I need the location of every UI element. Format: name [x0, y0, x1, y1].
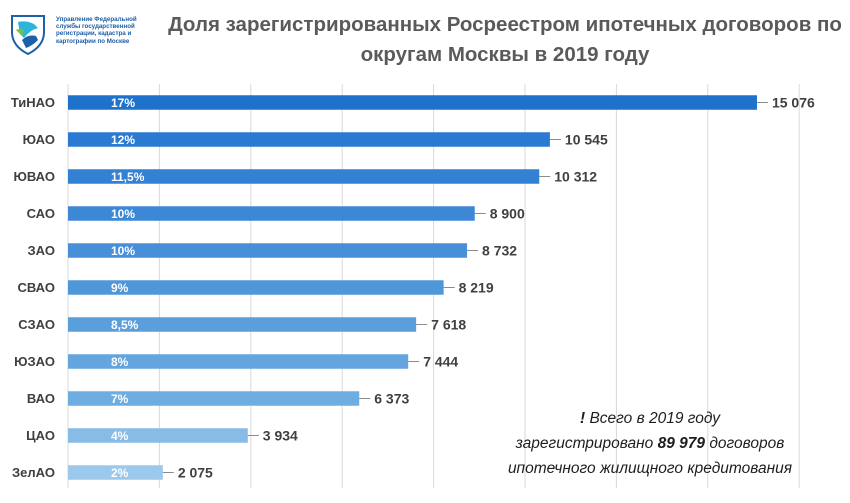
- percent-label: 9%: [111, 281, 129, 295]
- category-label: ЗАО: [28, 243, 55, 258]
- bar: [68, 243, 468, 258]
- note-total: 89 979: [657, 435, 706, 452]
- logo-text: Управление Федеральной службы государств…: [56, 16, 156, 45]
- bar: [68, 169, 540, 184]
- logo-line: регистрации, кадастра и: [56, 30, 132, 38]
- category-label: СЗАО: [18, 317, 55, 332]
- value-label: 7 444: [423, 354, 458, 370]
- category-label: СВАО: [18, 280, 55, 295]
- percent-label: 8,5%: [111, 318, 139, 332]
- chart-title-line-2: округам Москвы в 2019 году: [360, 43, 650, 66]
- value-label: 6 373: [374, 391, 409, 407]
- percent-label: 11,5%: [111, 170, 145, 184]
- note-line-1-text: Всего в 2019 году: [589, 410, 720, 427]
- value-label: 10 545: [565, 132, 608, 148]
- rosreestr-emblem-icon: [11, 15, 45, 56]
- logo-line: картографии по Москве: [56, 37, 130, 45]
- note-line-1: ! Всего в 2019 году: [470, 406, 830, 431]
- percent-label: 7%: [111, 392, 129, 406]
- percent-label: 4%: [111, 429, 129, 443]
- total-note: ! Всего в 2019 году зарегистрировано 89 …: [470, 406, 830, 481]
- percent-label: 10%: [111, 207, 135, 221]
- value-label: 7 618: [431, 317, 466, 333]
- percent-label: 2%: [111, 466, 129, 480]
- category-label: ЮЗАО: [14, 354, 55, 369]
- percent-label: 10%: [111, 244, 135, 258]
- category-label: ЮАО: [23, 132, 55, 147]
- category-label: САО: [27, 206, 55, 221]
- value-label: 2 075: [178, 465, 213, 481]
- bar: [68, 132, 550, 147]
- percent-label: 17%: [111, 96, 135, 110]
- note-line-2: зарегистрировано 89 979 договоров: [470, 431, 830, 456]
- note-line-2-after: договоров: [709, 435, 785, 452]
- category-label: ЮВАО: [14, 169, 55, 184]
- value-label: 8 900: [490, 206, 525, 222]
- percent-label: 8%: [111, 355, 129, 369]
- chart-title: Доля зарегистрированных Росреестром ипот…: [160, 10, 850, 70]
- bar: [68, 206, 475, 221]
- value-label: 8 219: [459, 280, 494, 296]
- note-line-3: ипотечного жилищного кредитования: [507, 460, 793, 477]
- bar: [68, 391, 360, 406]
- logo-line: Управление Федеральной: [56, 16, 137, 23]
- category-label: ВАО: [27, 391, 55, 406]
- note-line-2-before: зарегистрировано: [515, 435, 654, 452]
- percent-label: 12%: [111, 133, 135, 147]
- category-label: ЗелАО: [12, 465, 55, 480]
- bar: [68, 95, 757, 110]
- logo: Управление Федеральной службы государств…: [8, 10, 158, 60]
- bar: [68, 354, 409, 369]
- bar: [68, 280, 444, 295]
- bar: [68, 428, 248, 443]
- bar: [68, 465, 163, 480]
- value-label: 15 076: [772, 95, 815, 111]
- note-exclamation: !: [579, 410, 586, 427]
- value-label: 8 732: [482, 243, 517, 259]
- value-label: 3 934: [263, 428, 298, 444]
- category-label: ЦАО: [26, 428, 55, 443]
- category-label: ТиНАО: [11, 95, 55, 110]
- logo-line: службы государственной: [56, 23, 135, 31]
- value-label: 10 312: [554, 169, 597, 185]
- chart-title-line-1: Доля зарегистрированных Росреестром ипот…: [168, 13, 842, 36]
- bar: [68, 317, 417, 332]
